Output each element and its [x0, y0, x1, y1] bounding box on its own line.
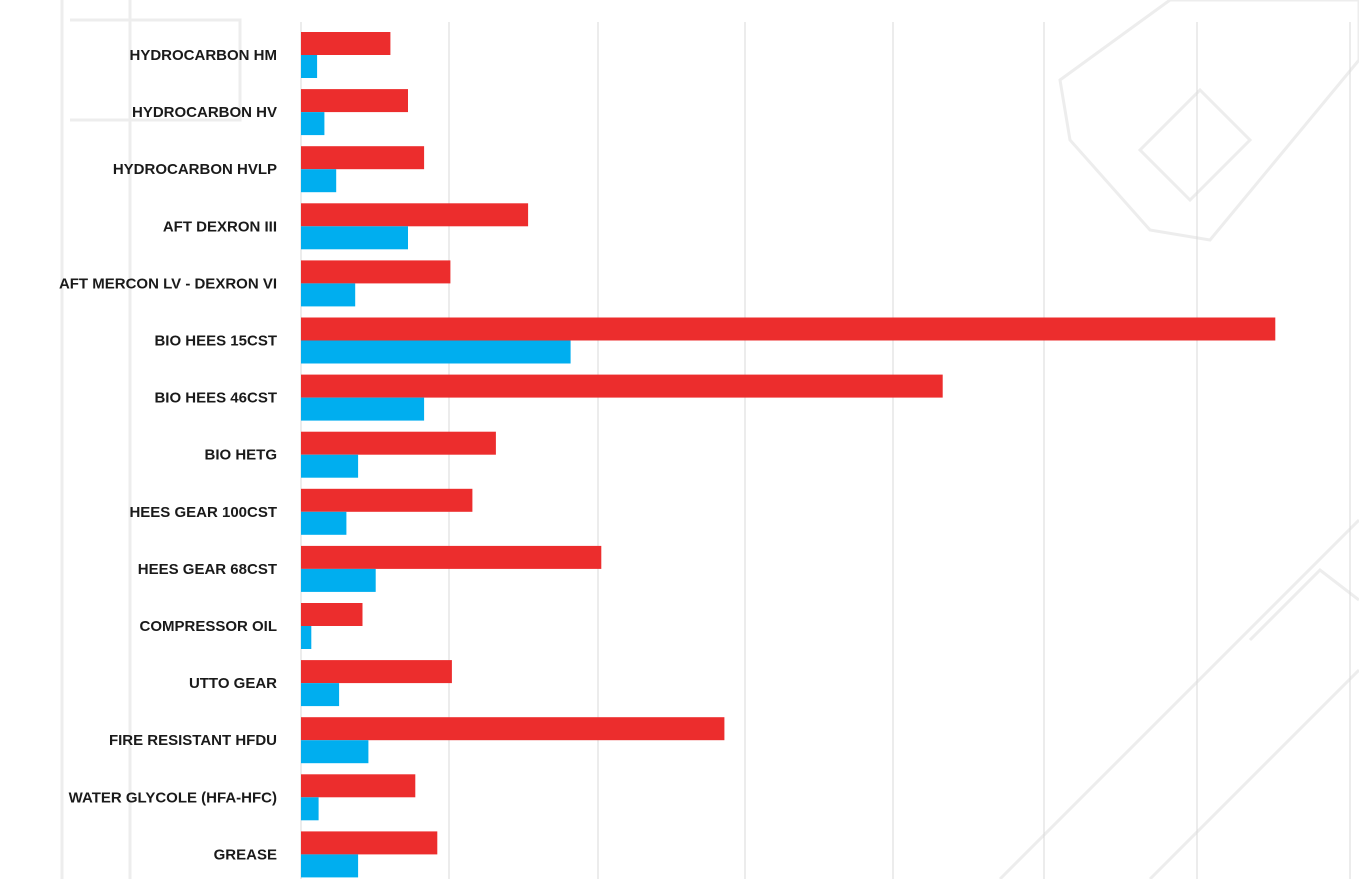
category-label: HEES GEAR 68CST	[138, 561, 277, 578]
bar-series-2	[301, 511, 347, 535]
bar-series-2	[301, 683, 340, 707]
category-label: BIO HEES 46CST	[154, 390, 277, 407]
bar-series-1	[301, 89, 408, 113]
bar-series-2	[301, 112, 325, 136]
bar-series-2	[301, 340, 571, 364]
category-label: HYDROCARBON HVLP	[113, 161, 277, 178]
bar-series-2	[301, 854, 359, 878]
bar-series-1	[301, 32, 391, 55]
bar-series-1	[301, 488, 473, 512]
watermark-logo	[60, 0, 1359, 879]
category-label: COMPRESSOR OIL	[139, 618, 277, 635]
category-label: HYDROCARBON HM	[130, 47, 278, 64]
bar-series-2	[301, 740, 369, 764]
bar-series-2	[301, 626, 312, 649]
bars	[301, 32, 1276, 878]
bar-series-1	[301, 831, 438, 855]
watermark-shape	[1058, 0, 1359, 242]
category-label: WATER GLYCOLE (HFA-HFC)	[69, 789, 277, 806]
bar-series-1	[301, 660, 452, 684]
category-label: AFT DEXRON III	[163, 218, 277, 235]
bar-series-1	[301, 717, 725, 741]
bar-series-1	[301, 774, 416, 798]
category-label: BIO HEES 15CST	[154, 333, 277, 350]
bar-series-2	[301, 55, 318, 78]
bar-series-1	[301, 146, 425, 170]
category-label: HYDROCARBON HV	[132, 104, 277, 121]
bar-series-1	[301, 203, 529, 227]
category-labels: HYDROCARBON HM HYDROCARBON HV HYDROCARBON …	[59, 47, 277, 863]
watermark-shape	[60, 0, 132, 879]
category-label: FIRE RESISTANT HFDU	[109, 732, 277, 749]
bar-series-2	[301, 397, 425, 421]
bar-series-2	[301, 568, 376, 592]
bar-series-1	[301, 603, 363, 626]
bar-series-1	[301, 545, 602, 569]
bar-series-2	[301, 226, 408, 250]
category-label: GREASE	[214, 846, 277, 863]
bar-series-1	[301, 260, 451, 284]
bar-series-2	[301, 169, 337, 193]
category-label: UTTO GEAR	[189, 675, 277, 692]
bar-series-1	[301, 374, 943, 398]
bar-series-1	[301, 431, 496, 455]
category-label: AFT MERCON LV - DEXRON VI	[59, 275, 277, 292]
watermark-shape	[1137, 87, 1253, 203]
watermark-shape	[1248, 568, 1359, 642]
category-label: BIO HETG	[204, 447, 277, 464]
watermark-shape	[1148, 668, 1359, 879]
watermark-shape	[998, 518, 1359, 879]
bar-series-2	[301, 454, 359, 478]
category-label: HEES GEAR 100CST	[129, 504, 277, 521]
bar-series-2	[301, 283, 356, 307]
bar-series-1	[301, 317, 1276, 341]
watermark-shape	[70, 18, 242, 122]
bar-series-2	[301, 797, 319, 821]
